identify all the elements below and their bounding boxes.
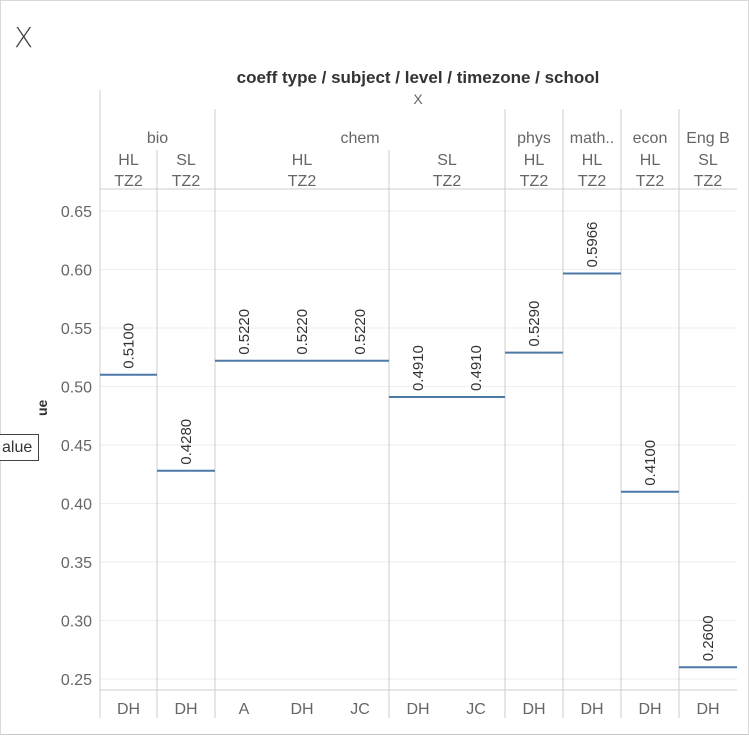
- value-label: 0.5220: [236, 309, 253, 355]
- y-tick-label: 0.35: [61, 555, 92, 572]
- y-tick-label: 0.55: [61, 321, 92, 338]
- subject-header: Eng B: [686, 130, 730, 147]
- column-measure-label: X: [413, 91, 423, 107]
- school-label: DH: [174, 701, 197, 718]
- value-label: 0.5100: [121, 323, 138, 369]
- y-tick-label: 0.60: [61, 263, 92, 280]
- subject-header: math..: [570, 130, 614, 147]
- timezone-header: TZ2: [578, 173, 607, 190]
- school-label: JC: [466, 701, 486, 718]
- y-tick-label: 0.50: [61, 380, 92, 397]
- timezone-header: TZ2: [520, 173, 549, 190]
- value-label: 0.4100: [642, 440, 659, 486]
- level-header: HL: [524, 152, 545, 169]
- school-label: DH: [290, 701, 313, 718]
- school-label: DH: [696, 701, 719, 718]
- close-icon[interactable]: X: [14, 21, 34, 54]
- value-label: 0.4910: [468, 345, 485, 391]
- value-label: 0.4910: [410, 345, 427, 391]
- y-tick-label: 0.25: [61, 672, 92, 689]
- school-label: DH: [638, 701, 661, 718]
- timezone-header: TZ2: [172, 173, 201, 190]
- value-label: 0.5220: [294, 309, 311, 355]
- value-label: 0.5220: [352, 309, 369, 355]
- level-header: SL: [698, 152, 718, 169]
- value-label: 0.5290: [526, 301, 543, 347]
- y-axis-label-tooltip: alue: [0, 434, 40, 461]
- level-header: HL: [582, 152, 603, 169]
- timezone-header: TZ2: [114, 173, 143, 190]
- school-label: DH: [406, 701, 429, 718]
- value-label: 0.2600: [700, 615, 717, 661]
- level-header: HL: [292, 152, 313, 169]
- subject-header: bio: [147, 130, 168, 147]
- chart-title: coeff type / subject / level / timezone …: [236, 68, 600, 87]
- subject-header: econ: [633, 130, 668, 147]
- y-tick-label: 0.45: [61, 438, 92, 455]
- y-tick-label: 0.40: [61, 497, 92, 514]
- school-label: JC: [350, 701, 370, 718]
- subject-header: chem: [340, 130, 379, 147]
- level-header: HL: [118, 152, 139, 169]
- value-label: 0.4280: [178, 419, 195, 465]
- school-label: DH: [117, 701, 140, 718]
- timezone-header: TZ2: [694, 173, 723, 190]
- school-label: A: [239, 701, 250, 718]
- school-label: DH: [522, 701, 545, 718]
- y-tick-label: 0.30: [61, 614, 92, 631]
- timezone-header: TZ2: [636, 173, 665, 190]
- level-header: HL: [640, 152, 661, 169]
- level-header: SL: [437, 152, 457, 169]
- y-tick-label: 0.65: [61, 204, 92, 221]
- timezone-header: TZ2: [288, 173, 317, 190]
- school-label: DH: [580, 701, 603, 718]
- value-label: 0.5966: [584, 222, 601, 268]
- subject-header: phys: [517, 130, 551, 147]
- timezone-header: TZ2: [433, 173, 462, 190]
- level-header: SL: [176, 152, 196, 169]
